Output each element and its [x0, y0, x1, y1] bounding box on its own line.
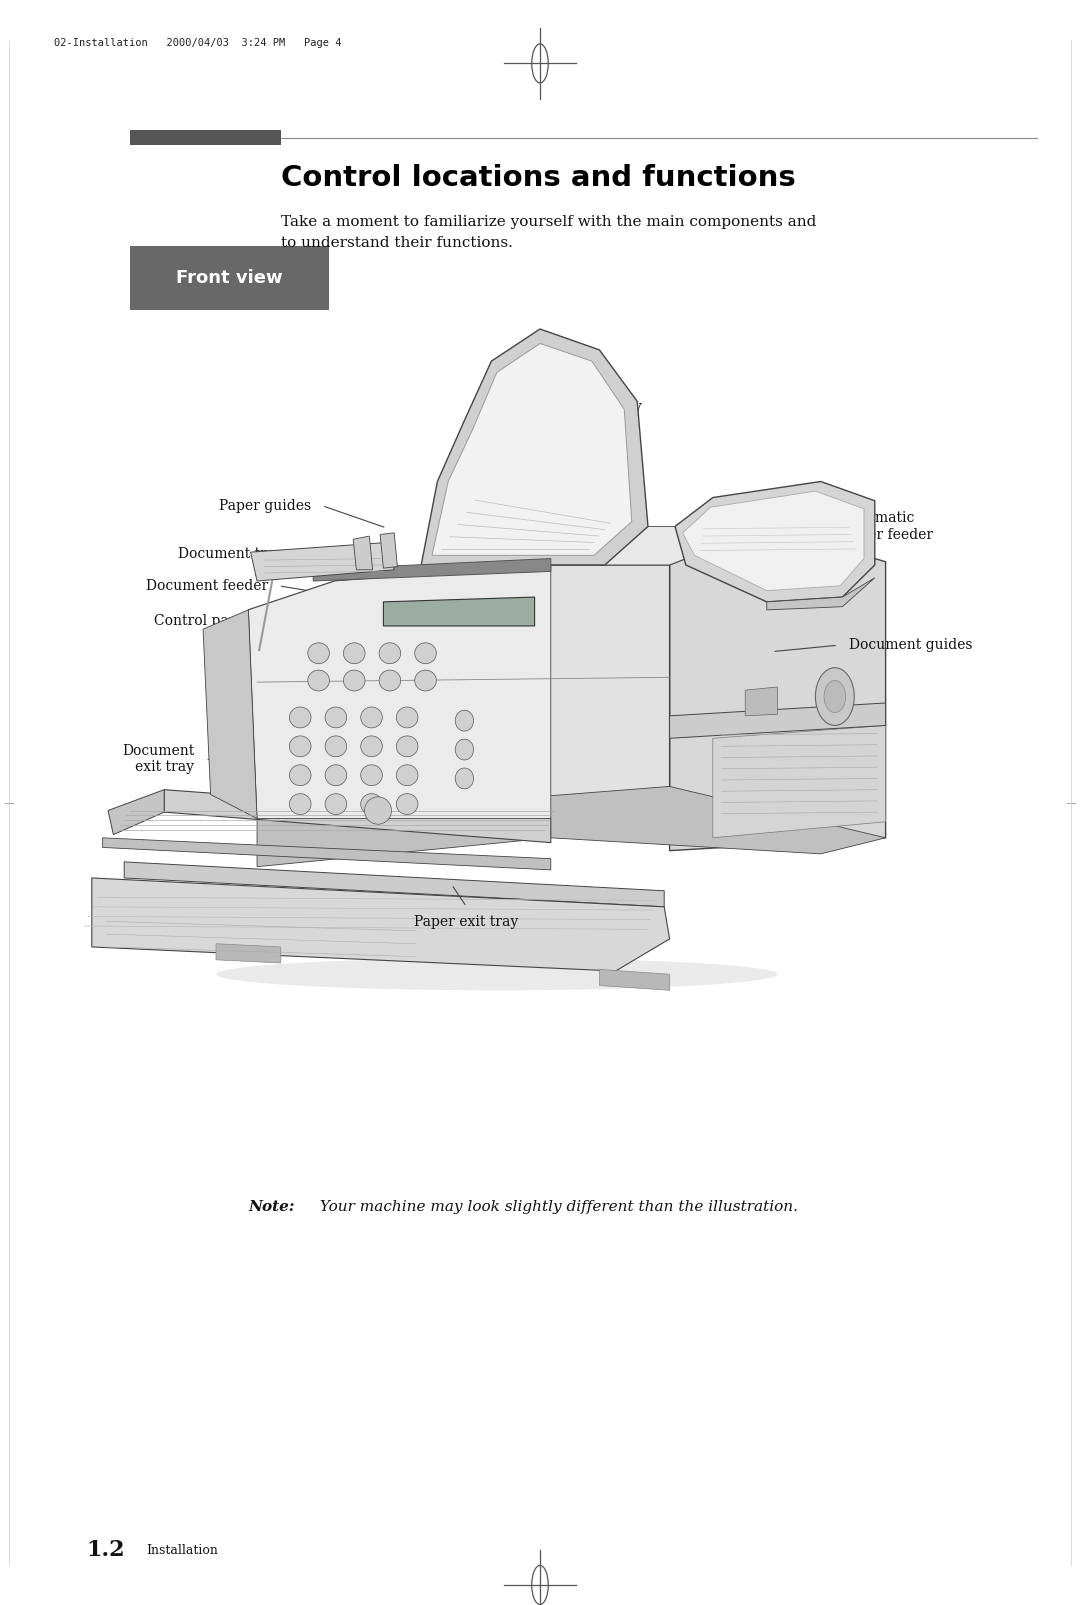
- Polygon shape: [421, 329, 648, 565]
- Ellipse shape: [289, 766, 311, 786]
- Polygon shape: [745, 687, 778, 716]
- Text: Paper exit tray: Paper exit tray: [415, 915, 518, 929]
- Ellipse shape: [361, 735, 382, 758]
- Ellipse shape: [325, 793, 347, 815]
- Ellipse shape: [365, 798, 391, 825]
- Polygon shape: [432, 343, 632, 555]
- Ellipse shape: [325, 706, 347, 729]
- Polygon shape: [164, 790, 551, 843]
- Ellipse shape: [379, 644, 401, 664]
- Polygon shape: [380, 533, 397, 568]
- FancyBboxPatch shape: [130, 246, 329, 310]
- Ellipse shape: [361, 793, 382, 815]
- Text: Document
exit tray: Document exit tray: [122, 745, 194, 774]
- Ellipse shape: [456, 769, 473, 790]
- Ellipse shape: [456, 709, 473, 732]
- Polygon shape: [257, 786, 886, 867]
- Ellipse shape: [216, 958, 778, 990]
- Ellipse shape: [308, 671, 329, 692]
- Ellipse shape: [289, 735, 311, 758]
- Polygon shape: [383, 597, 535, 626]
- Text: Installation: Installation: [146, 1544, 218, 1557]
- Polygon shape: [313, 559, 551, 581]
- Polygon shape: [599, 969, 670, 990]
- Ellipse shape: [289, 706, 311, 729]
- Text: Paper tray: Paper tray: [568, 400, 642, 414]
- Ellipse shape: [325, 735, 347, 758]
- Text: Document guides: Document guides: [849, 639, 972, 652]
- Ellipse shape: [308, 644, 329, 664]
- Polygon shape: [124, 862, 664, 907]
- Ellipse shape: [343, 644, 365, 664]
- Ellipse shape: [415, 671, 436, 692]
- Polygon shape: [248, 565, 551, 819]
- Polygon shape: [103, 838, 551, 870]
- Text: Document tray: Document tray: [178, 547, 283, 560]
- Ellipse shape: [396, 735, 418, 758]
- Ellipse shape: [396, 706, 418, 729]
- Polygon shape: [216, 944, 281, 963]
- Text: Your machine may look slightly different than the illustration.: Your machine may look slightly different…: [315, 1201, 798, 1213]
- FancyBboxPatch shape: [130, 130, 281, 146]
- Polygon shape: [551, 526, 767, 565]
- Text: Note:: Note:: [248, 1201, 295, 1213]
- Ellipse shape: [343, 671, 365, 692]
- Text: Control panel: Control panel: [154, 615, 251, 628]
- Ellipse shape: [415, 644, 436, 664]
- Polygon shape: [670, 703, 886, 738]
- Polygon shape: [203, 610, 257, 819]
- Ellipse shape: [396, 793, 418, 815]
- Polygon shape: [683, 491, 864, 591]
- Text: Take a moment to familiarize yourself with the main components and: Take a moment to familiarize yourself wi…: [281, 215, 816, 230]
- Circle shape: [815, 668, 854, 725]
- Ellipse shape: [325, 766, 347, 786]
- Text: Paper guides: Paper guides: [219, 499, 311, 512]
- Polygon shape: [353, 536, 373, 570]
- Text: Document feeder: Document feeder: [146, 579, 268, 592]
- Ellipse shape: [361, 706, 382, 729]
- Text: Control locations and functions: Control locations and functions: [281, 164, 796, 191]
- Polygon shape: [670, 526, 886, 851]
- Polygon shape: [675, 482, 875, 602]
- Text: to understand their functions.: to understand their functions.: [281, 236, 513, 250]
- Ellipse shape: [289, 793, 311, 815]
- Text: Automatic
paper feeder: Automatic paper feeder: [842, 512, 933, 541]
- Polygon shape: [713, 725, 886, 838]
- Text: 02-Installation   2000/04/03  3:24 PM   Page 4: 02-Installation 2000/04/03 3:24 PM Page …: [54, 39, 341, 48]
- Circle shape: [824, 681, 846, 713]
- Polygon shape: [108, 790, 164, 835]
- Polygon shape: [251, 542, 394, 581]
- Text: Front view: Front view: [176, 268, 283, 287]
- Ellipse shape: [361, 766, 382, 786]
- Text: 1.2: 1.2: [86, 1539, 125, 1562]
- Polygon shape: [248, 565, 670, 819]
- Ellipse shape: [379, 671, 401, 692]
- Ellipse shape: [456, 738, 473, 761]
- Polygon shape: [92, 878, 670, 971]
- Polygon shape: [767, 578, 875, 610]
- Ellipse shape: [396, 766, 418, 786]
